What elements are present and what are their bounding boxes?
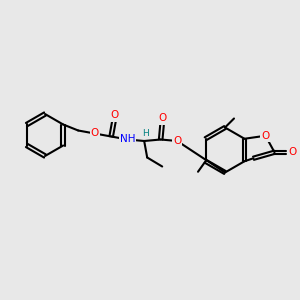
Text: O: O: [91, 128, 99, 139]
Text: O: O: [261, 131, 270, 141]
Text: NH: NH: [120, 134, 135, 145]
Text: O: O: [110, 110, 118, 121]
Text: O: O: [173, 136, 181, 146]
Text: H: H: [142, 129, 149, 138]
Text: O: O: [288, 147, 297, 157]
Text: O: O: [158, 113, 166, 124]
